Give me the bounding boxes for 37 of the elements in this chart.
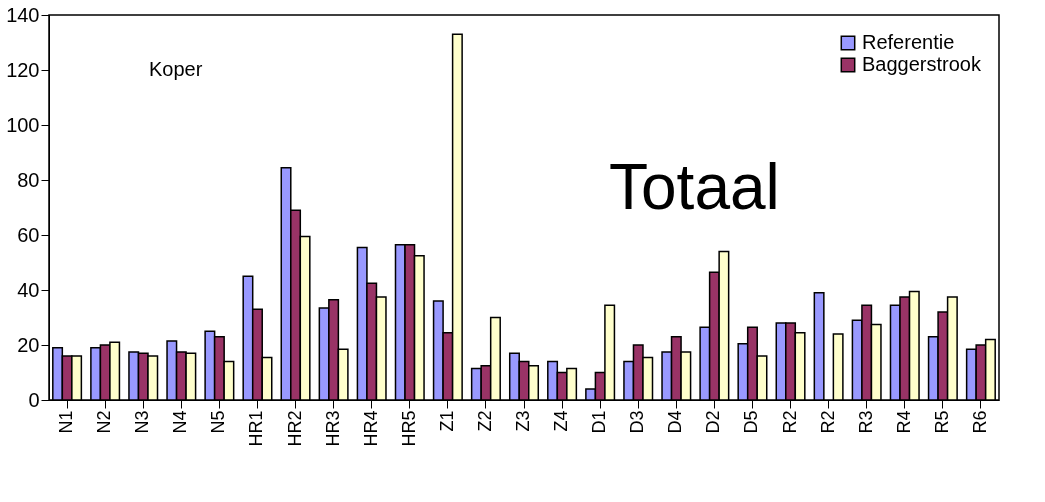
y-tick-label: 80 bbox=[17, 168, 40, 191]
y-tick-label: 20 bbox=[17, 333, 40, 356]
y-tick-label: 0 bbox=[28, 388, 40, 411]
x-tick-label: N4 bbox=[170, 410, 191, 434]
y-tick-label: 40 bbox=[17, 278, 40, 301]
annotation: Totaal bbox=[609, 151, 780, 223]
x-tick-label: R2 bbox=[817, 410, 838, 434]
annotation: Koper bbox=[149, 58, 203, 80]
x-tick-label: D4 bbox=[665, 410, 686, 434]
y-tick-label: 140 bbox=[6, 3, 40, 26]
x-tick-label: R3 bbox=[855, 410, 876, 434]
y-tick-label: 60 bbox=[17, 223, 40, 246]
x-tick-label: Z4 bbox=[551, 410, 572, 432]
x-tick-label: D3 bbox=[627, 410, 648, 434]
x-tick-label: HR4 bbox=[360, 410, 381, 447]
y-tick-label: 120 bbox=[6, 58, 40, 81]
x-tick-label: D1 bbox=[589, 410, 610, 434]
legend-label: Referentie bbox=[862, 31, 955, 53]
x-tick-label: Z2 bbox=[474, 410, 495, 432]
x-tick-label: Z3 bbox=[513, 410, 533, 432]
legend-label: Baggerstrook bbox=[862, 53, 982, 75]
x-tick-label: R2 bbox=[779, 410, 800, 434]
x-tick-label: HR3 bbox=[322, 410, 343, 447]
x-tick-label: N2 bbox=[94, 410, 115, 434]
x-tick-label: Z1 bbox=[436, 410, 457, 432]
x-tick-label: N1 bbox=[56, 410, 77, 434]
x-tick-label: N3 bbox=[132, 410, 153, 434]
x-tick-label: R5 bbox=[931, 410, 952, 434]
x-tick-label: D2 bbox=[703, 410, 724, 434]
x-tick-label: HR5 bbox=[398, 410, 419, 447]
x-tick-label: HR2 bbox=[284, 410, 305, 447]
x-tick-label: R6 bbox=[969, 410, 990, 434]
x-tick-label: N5 bbox=[208, 410, 229, 434]
x-tick-label: R4 bbox=[893, 410, 914, 434]
x-tick-label: D5 bbox=[741, 410, 762, 434]
y-tick-label: 100 bbox=[6, 113, 40, 136]
x-tick-label: HR1 bbox=[246, 410, 267, 447]
